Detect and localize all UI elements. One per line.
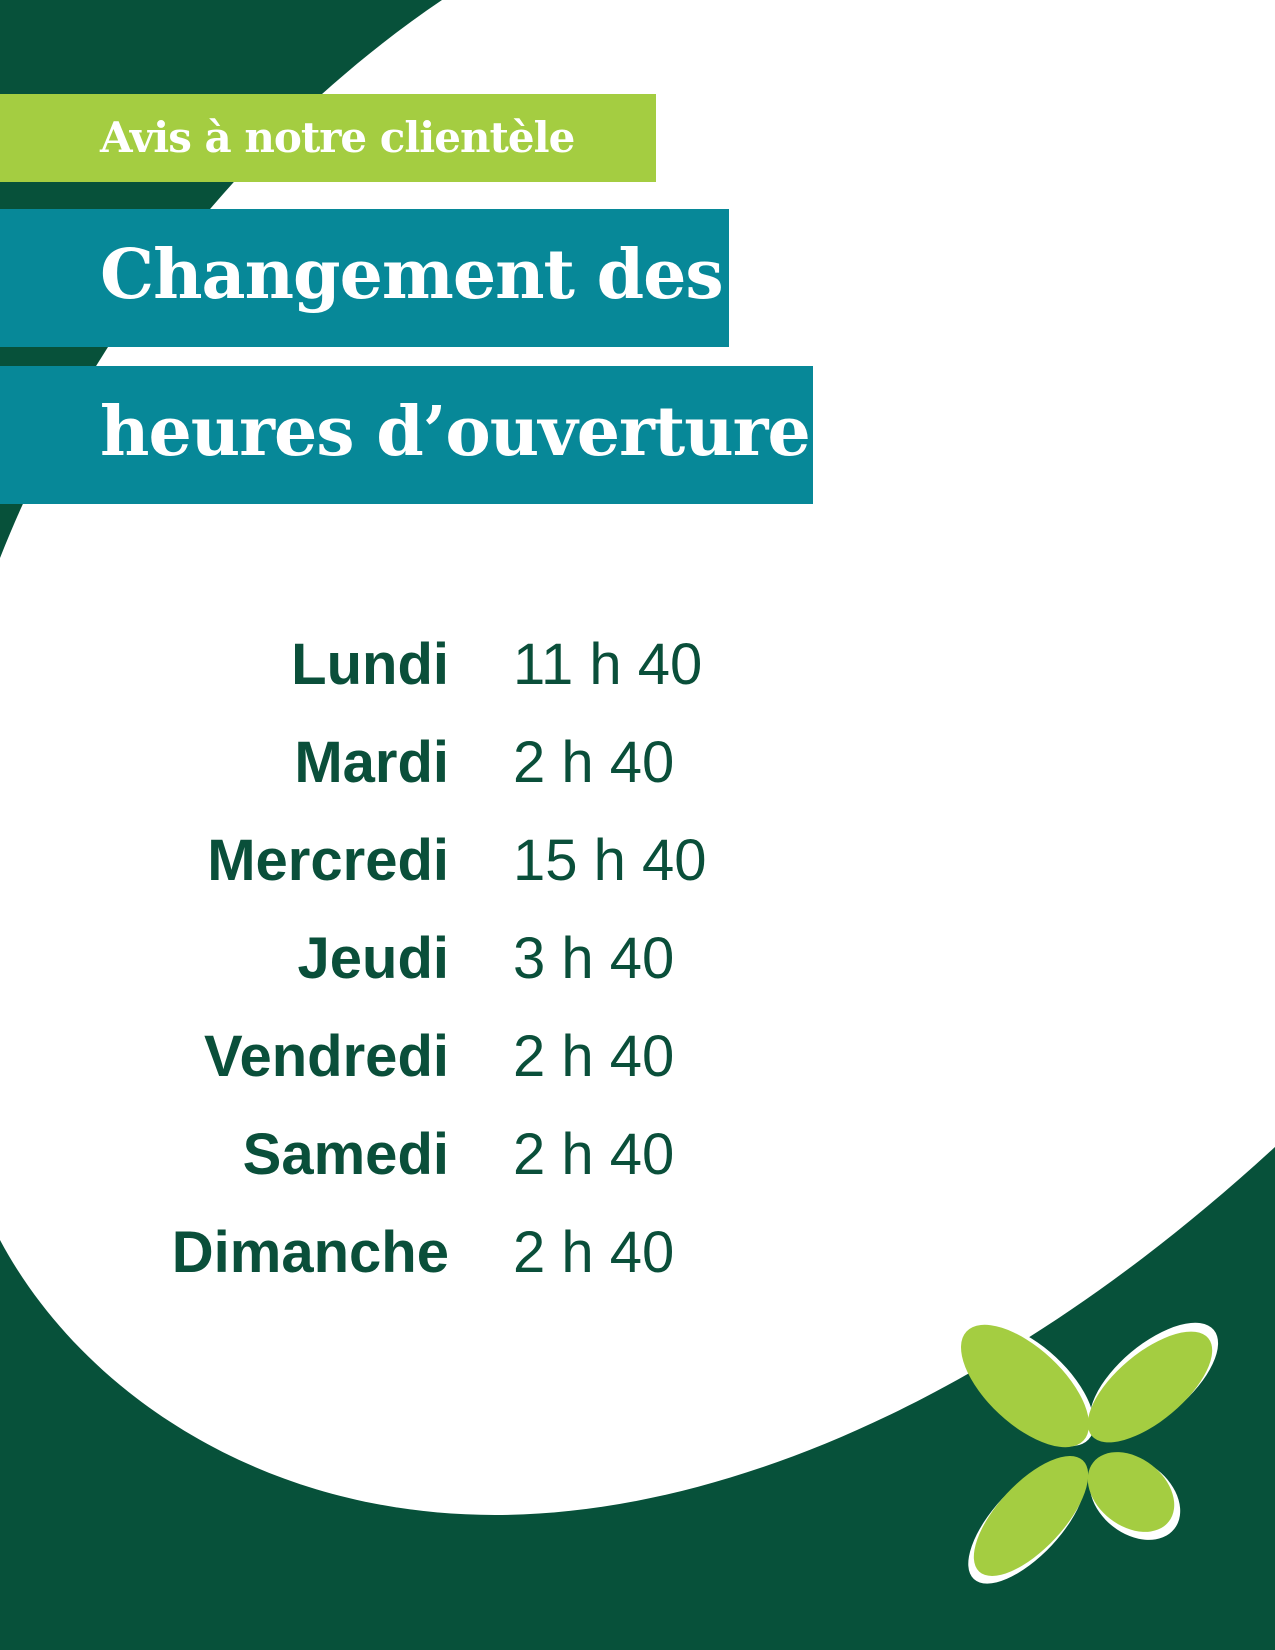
day-label: Mercredi bbox=[207, 827, 449, 893]
hours-row-sunday: Dimanche 2 h 40 bbox=[0, 1203, 707, 1301]
title-line-1: Changement des bbox=[0, 209, 729, 347]
time-value: 11 h 40 bbox=[513, 631, 703, 697]
time-value: 2 h 40 bbox=[513, 1219, 675, 1285]
time-value: 2 h 40 bbox=[513, 1023, 675, 1089]
day-label: Vendredi bbox=[204, 1023, 449, 1089]
hours-row-thursday: Jeudi 3 h 40 bbox=[0, 909, 707, 1007]
hours-row-wednesday: Mercredi 15 h 40 bbox=[0, 811, 707, 909]
day-label: Lundi bbox=[291, 631, 449, 697]
notice-kicker: Avis à notre clientèle bbox=[0, 94, 656, 182]
hours-row-tuesday: Mardi 2 h 40 bbox=[0, 713, 707, 811]
time-value: 2 h 40 bbox=[513, 729, 675, 795]
day-label: Samedi bbox=[242, 1121, 449, 1187]
day-label: Jeudi bbox=[297, 925, 450, 991]
time-value: 3 h 40 bbox=[513, 925, 675, 991]
day-label: Dimanche bbox=[171, 1219, 449, 1285]
hours-row-friday: Vendredi 2 h 40 bbox=[0, 1007, 707, 1105]
day-label: Mardi bbox=[294, 729, 449, 795]
time-value: 15 h 40 bbox=[513, 827, 707, 893]
title-line-2: heures d’ouverture bbox=[0, 366, 813, 504]
opening-hours-list: Lundi 11 h 40 Mardi 2 h 40 Mercredi 15 h 40… bbox=[0, 615, 707, 1301]
time-value: 2 h 40 bbox=[513, 1121, 675, 1187]
hours-row-monday: Lundi 11 h 40 bbox=[0, 615, 707, 713]
hours-row-saturday: Samedi 2 h 40 bbox=[0, 1105, 707, 1203]
